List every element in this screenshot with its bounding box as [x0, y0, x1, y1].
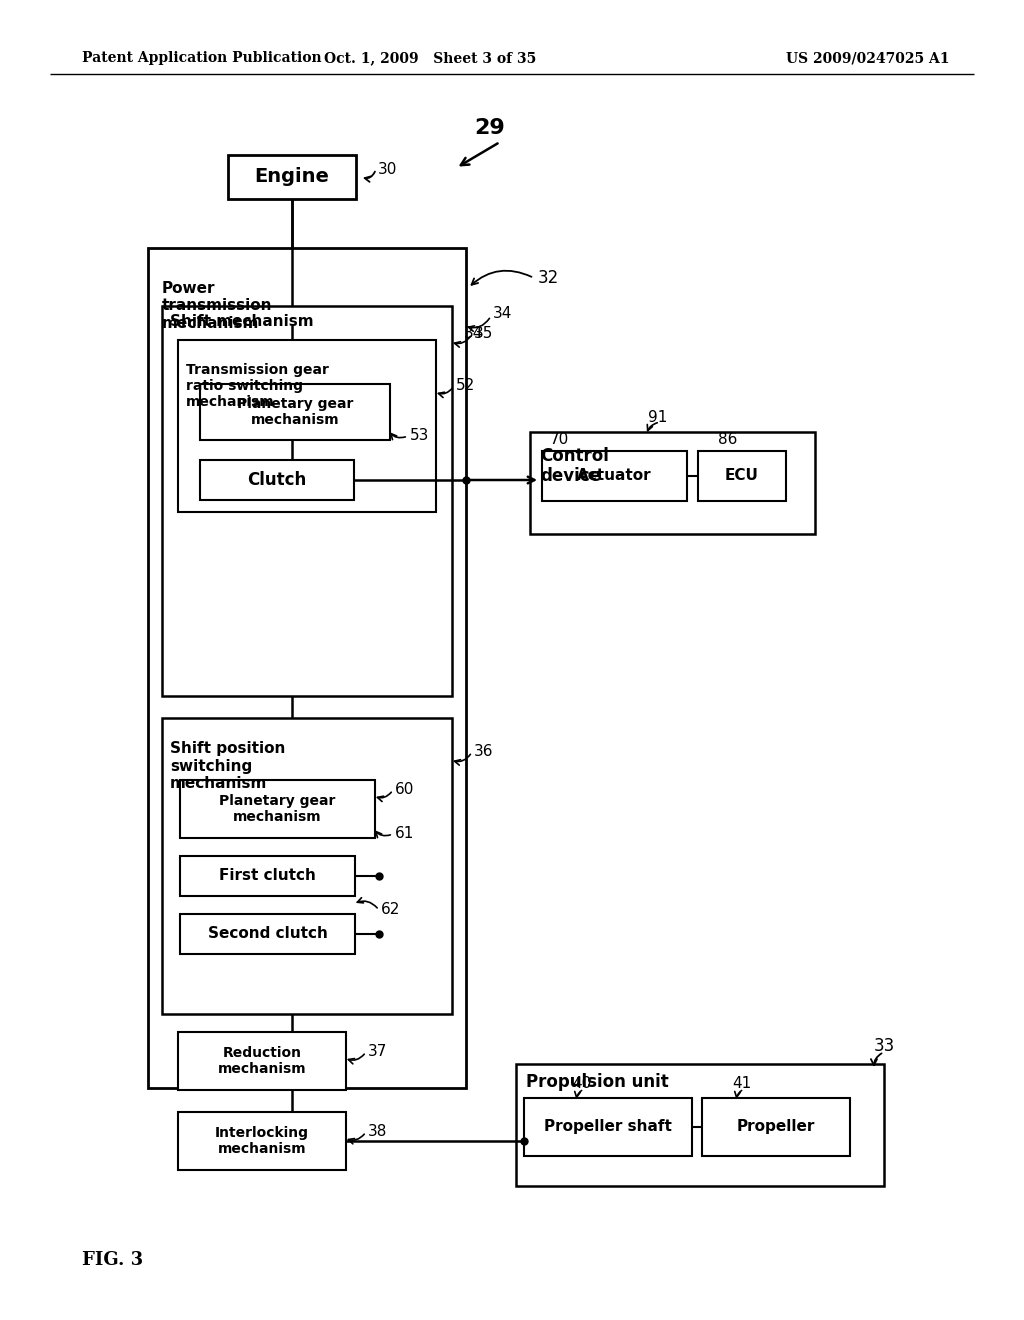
Text: 91: 91	[648, 409, 668, 425]
Bar	[530, 432, 815, 535]
Text: Second clutch: Second clutch	[208, 927, 328, 941]
Bar	[162, 718, 452, 1014]
Text: 36: 36	[474, 744, 494, 759]
Text: Reduction
mechanism: Reduction mechanism	[218, 1045, 306, 1076]
Text: 38: 38	[368, 1125, 387, 1139]
Bar	[180, 913, 355, 954]
Text: Planetary gear
mechanism: Planetary gear mechanism	[219, 793, 336, 824]
Text: Planetary gear
mechanism: Planetary gear mechanism	[237, 397, 353, 428]
Bar	[698, 451, 786, 502]
Text: Actuator: Actuator	[578, 469, 652, 483]
Text: 40: 40	[572, 1077, 591, 1092]
Text: 61: 61	[395, 826, 415, 842]
Text: 37: 37	[368, 1044, 387, 1060]
Bar	[178, 1032, 346, 1090]
Bar	[180, 780, 375, 838]
Text: 34: 34	[464, 326, 483, 341]
Text: 35: 35	[474, 326, 494, 342]
Text: 60: 60	[395, 783, 415, 797]
Text: Transmission gear
ratio switching
mechanism: Transmission gear ratio switching mechan…	[186, 363, 329, 409]
Bar	[200, 459, 354, 500]
Text: 41: 41	[732, 1077, 752, 1092]
Bar	[178, 1111, 346, 1170]
Text: First clutch: First clutch	[219, 869, 316, 883]
Text: 32: 32	[538, 269, 559, 286]
Bar	[516, 1064, 884, 1185]
Text: Shift position
switching
mechanism: Shift position switching mechanism	[170, 741, 286, 791]
Text: 30: 30	[378, 161, 397, 177]
Text: Propulsion unit: Propulsion unit	[526, 1073, 669, 1092]
Text: Engine: Engine	[255, 168, 330, 186]
Bar	[542, 451, 687, 502]
Text: Patent Application Publication: Patent Application Publication	[82, 51, 322, 65]
Text: 29: 29	[475, 117, 506, 139]
Text: US 2009/0247025 A1: US 2009/0247025 A1	[786, 51, 950, 65]
Bar	[702, 1098, 850, 1156]
Text: Oct. 1, 2009   Sheet 3 of 35: Oct. 1, 2009 Sheet 3 of 35	[324, 51, 537, 65]
Text: ECU: ECU	[725, 469, 759, 483]
Bar	[162, 306, 452, 696]
Text: 86: 86	[718, 432, 737, 446]
Text: Clutch: Clutch	[248, 471, 306, 488]
Text: 33: 33	[874, 1038, 895, 1055]
Text: 70: 70	[550, 432, 569, 446]
Text: 53: 53	[410, 429, 429, 444]
Text: Control
device: Control device	[540, 446, 609, 486]
Text: 34: 34	[493, 306, 512, 322]
Bar	[180, 855, 355, 896]
Text: Power
transmission
mechanism: Power transmission mechanism	[162, 281, 272, 331]
Text: FIG. 3: FIG. 3	[82, 1251, 143, 1269]
Text: 52: 52	[456, 379, 475, 393]
Bar	[200, 384, 390, 440]
Bar	[228, 154, 356, 199]
Text: Propeller: Propeller	[737, 1119, 815, 1134]
Text: 62: 62	[381, 903, 400, 917]
Bar	[524, 1098, 692, 1156]
Text: Interlocking
mechanism: Interlocking mechanism	[215, 1126, 309, 1156]
Bar	[178, 341, 436, 512]
Text: Shift mechanism: Shift mechanism	[170, 314, 313, 330]
Text: Propeller shaft: Propeller shaft	[544, 1119, 672, 1134]
Bar	[148, 248, 466, 1088]
